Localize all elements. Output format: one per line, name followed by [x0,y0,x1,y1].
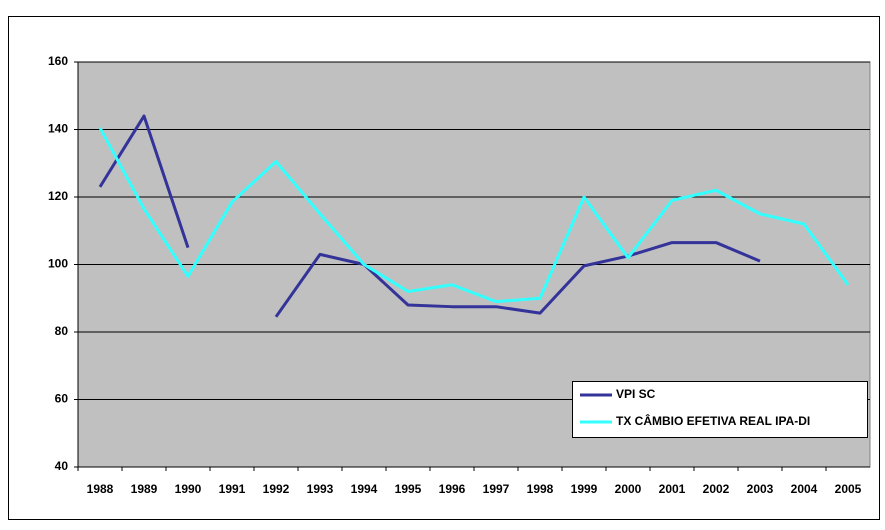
x-tick-label: 2000 [615,482,642,496]
series-line [274,241,761,318]
legend-label: VPI SC [616,387,656,401]
y-tick-label: 60 [55,392,69,406]
x-tick-label: 1997 [483,482,510,496]
legend-label: TX CÂMBIO EFETIVA REAL IPA-DI [616,413,810,428]
x-tick-label: 2001 [659,482,686,496]
x-tick-label: 1988 [87,482,114,496]
y-tick-label: 160 [48,54,68,68]
x-tick-label: 2002 [703,482,730,496]
x-tick-label: 1992 [263,482,290,496]
x-tick-label: 1999 [571,482,598,496]
x-tick-label: 1989 [131,482,158,496]
x-tick-label: 1994 [351,482,378,496]
series-line [98,127,850,304]
x-tick-label: 2005 [835,482,862,496]
x-tick-label: 1990 [175,482,202,496]
y-tick-label: 80 [55,324,69,338]
legend-box [572,381,868,438]
x-tick-label: 1995 [395,482,422,496]
x-tick-label: 1998 [527,482,554,496]
y-tick-label: 120 [48,189,68,203]
y-tick-label: 40 [55,459,69,473]
series-line [98,114,190,249]
x-tick-label: 1991 [219,482,246,496]
x-tick-label: 2004 [791,482,818,496]
x-tick-label: 1993 [307,482,334,496]
y-tick-label: 140 [48,122,68,136]
x-tick-label: 1996 [439,482,466,496]
y-tick-label: 100 [48,257,68,271]
x-tick-label: 2003 [747,482,774,496]
